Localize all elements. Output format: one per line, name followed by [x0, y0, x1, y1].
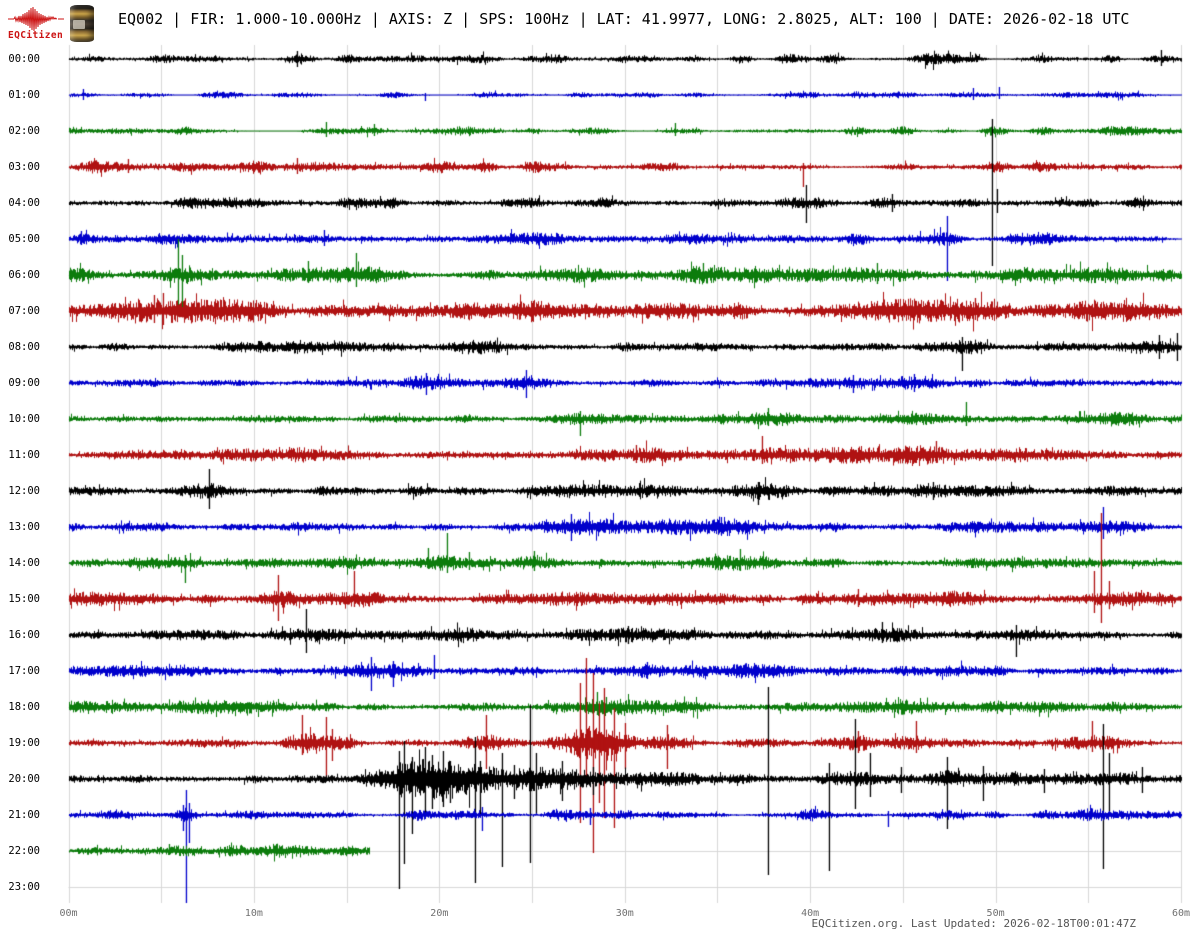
hour-label: 13:00 [8, 521, 40, 533]
x-tick-label: 10m [244, 908, 263, 919]
hour-label: 15:00 [8, 593, 40, 605]
hour-label: 09:00 [8, 377, 40, 389]
hour-label: 07:00 [8, 305, 40, 317]
hour-label: 00:00 [8, 53, 40, 65]
hour-label: 14:00 [8, 557, 40, 569]
hour-label: 11:00 [8, 449, 40, 461]
hour-label: 21:00 [8, 809, 40, 821]
hour-label: 22:00 [8, 845, 40, 857]
hour-label: 08:00 [8, 341, 40, 353]
hour-label: 20:00 [8, 773, 40, 785]
hour-label: 19:00 [8, 737, 40, 749]
hour-label: 02:00 [8, 125, 40, 137]
hour-label: 18:00 [8, 701, 40, 713]
x-tick-label: 50m [986, 908, 1005, 919]
x-tick-label: 20m [430, 908, 449, 919]
hour-label: 16:00 [8, 629, 40, 641]
hour-label: 05:00 [8, 233, 40, 245]
x-tick-label: 60m [1171, 908, 1191, 919]
hour-label: 23:00 [8, 881, 40, 893]
x-tick-label: 30m [615, 908, 634, 919]
hour-label: 10:00 [8, 413, 40, 425]
hour-label: 01:00 [8, 89, 40, 101]
x-tick-label: 40m [801, 908, 820, 919]
hour-label: 17:00 [8, 665, 40, 677]
hour-label: 06:00 [8, 269, 40, 281]
hour-label: 03:00 [8, 161, 40, 173]
x-tick-label: 00m [59, 908, 78, 919]
footer-credit: EQCitizen.org. Last Updated: 2026-02-18T… [811, 917, 1136, 930]
hour-label: 12:00 [8, 485, 40, 497]
hour-label: 04:00 [8, 197, 40, 209]
